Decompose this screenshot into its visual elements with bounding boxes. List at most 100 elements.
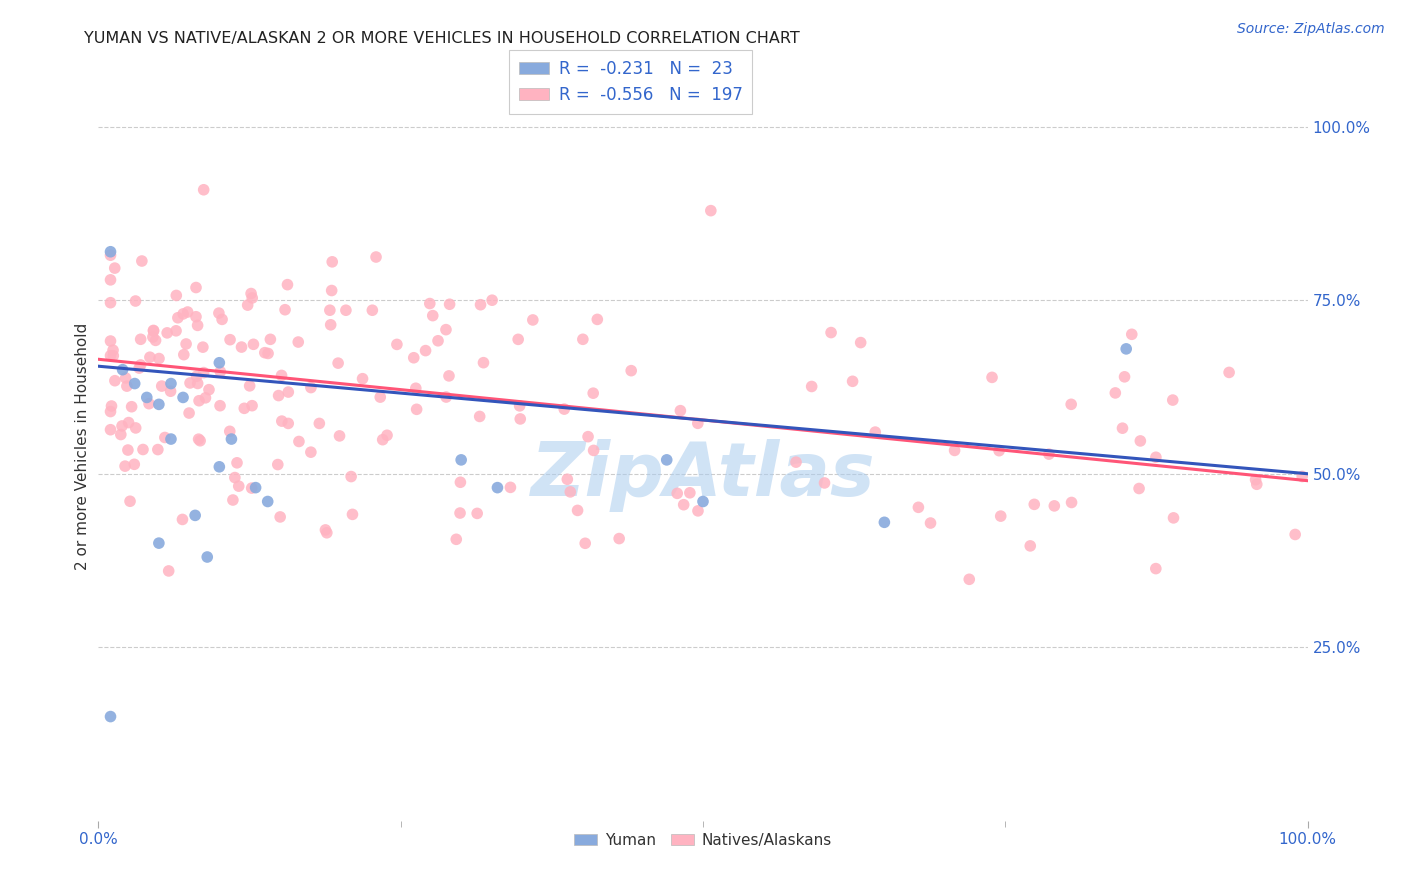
Point xyxy=(277,417,299,431)
Point xyxy=(267,458,290,472)
Point xyxy=(427,334,450,348)
Point xyxy=(222,493,245,508)
Point xyxy=(555,472,578,486)
Point xyxy=(672,498,695,512)
Point xyxy=(208,356,231,370)
Point xyxy=(574,536,596,550)
Point xyxy=(988,443,1011,458)
Point xyxy=(446,533,468,547)
Point xyxy=(228,479,250,493)
Point xyxy=(1024,497,1046,511)
Point xyxy=(135,391,157,405)
Point xyxy=(364,250,387,264)
Point xyxy=(340,469,363,483)
Point xyxy=(145,334,167,348)
Point xyxy=(114,371,136,385)
Point xyxy=(509,399,531,413)
Point xyxy=(138,397,160,411)
Point xyxy=(184,508,207,523)
Point xyxy=(100,334,122,348)
Point xyxy=(221,432,243,446)
Point xyxy=(160,376,183,391)
Point xyxy=(375,428,398,442)
Point xyxy=(1019,539,1042,553)
Point xyxy=(508,332,530,346)
Point xyxy=(172,391,194,405)
Point xyxy=(335,303,357,318)
Point xyxy=(157,564,180,578)
Point xyxy=(287,334,309,349)
Point xyxy=(118,494,141,508)
Point xyxy=(1144,561,1167,575)
Point xyxy=(361,303,384,318)
Point xyxy=(582,443,605,458)
Point xyxy=(159,384,181,399)
Point xyxy=(188,434,211,448)
Point xyxy=(873,516,896,530)
Point xyxy=(240,291,263,305)
Point xyxy=(1244,473,1267,487)
Point xyxy=(1043,499,1066,513)
Point xyxy=(187,376,209,391)
Point xyxy=(104,374,127,388)
Point xyxy=(314,523,336,537)
Point xyxy=(142,324,165,338)
Point xyxy=(1038,447,1060,461)
Point xyxy=(981,370,1004,384)
Point xyxy=(156,326,179,340)
Point xyxy=(990,509,1012,524)
Point xyxy=(607,532,630,546)
Point xyxy=(179,376,201,390)
Point xyxy=(100,295,122,310)
Point xyxy=(173,348,195,362)
Point xyxy=(142,330,165,344)
Point xyxy=(841,374,863,388)
Point xyxy=(434,323,457,337)
Point xyxy=(117,416,139,430)
Point xyxy=(198,383,221,397)
Point xyxy=(104,261,127,276)
Point xyxy=(553,402,575,417)
Point xyxy=(124,293,146,308)
Text: Source: ZipAtlas.com: Source: ZipAtlas.com xyxy=(1237,22,1385,37)
Point xyxy=(259,332,281,346)
Point xyxy=(277,385,299,400)
Point xyxy=(117,443,139,458)
Point xyxy=(1218,366,1240,380)
Point xyxy=(174,337,197,351)
Point xyxy=(509,412,531,426)
Point xyxy=(128,361,150,376)
Point xyxy=(450,453,472,467)
Point xyxy=(124,458,146,472)
Point xyxy=(139,350,162,364)
Point xyxy=(449,475,471,490)
Point xyxy=(315,525,337,540)
Point xyxy=(100,244,122,259)
Point xyxy=(100,423,122,437)
Point xyxy=(1129,434,1152,448)
Point xyxy=(415,343,437,358)
Point xyxy=(439,297,461,311)
Point xyxy=(253,345,276,359)
Point xyxy=(129,358,152,372)
Point xyxy=(299,381,322,395)
Point xyxy=(172,512,194,526)
Point xyxy=(187,318,209,333)
Point xyxy=(813,475,835,490)
Point xyxy=(470,298,492,312)
Point xyxy=(299,445,322,459)
Point xyxy=(586,312,609,326)
Point xyxy=(405,381,427,395)
Point xyxy=(1128,482,1150,496)
Point xyxy=(326,356,349,370)
Point xyxy=(449,506,471,520)
Point xyxy=(193,183,215,197)
Point xyxy=(188,393,211,408)
Point xyxy=(288,434,311,449)
Point xyxy=(125,421,148,435)
Point xyxy=(240,399,263,413)
Point xyxy=(1291,469,1313,483)
Point xyxy=(242,337,264,351)
Point xyxy=(785,455,807,469)
Point xyxy=(560,484,582,499)
